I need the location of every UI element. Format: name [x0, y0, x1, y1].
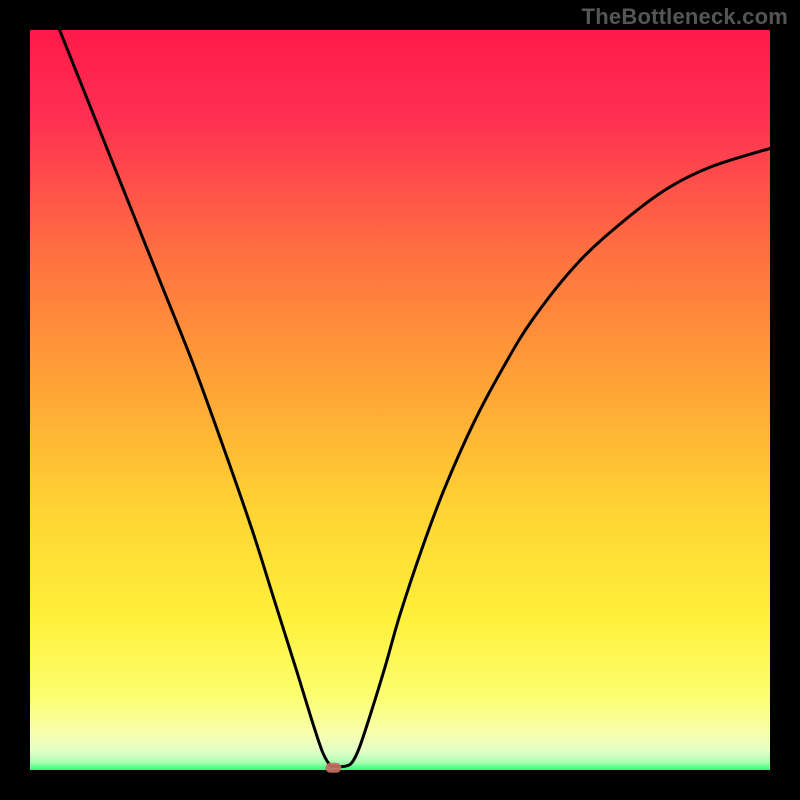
plot-background [30, 30, 770, 770]
chart-container: TheBottleneck.com [0, 0, 800, 800]
chart-svg [0, 0, 800, 800]
watermark-text: TheBottleneck.com [582, 4, 788, 30]
sweet-spot-marker [325, 763, 341, 773]
